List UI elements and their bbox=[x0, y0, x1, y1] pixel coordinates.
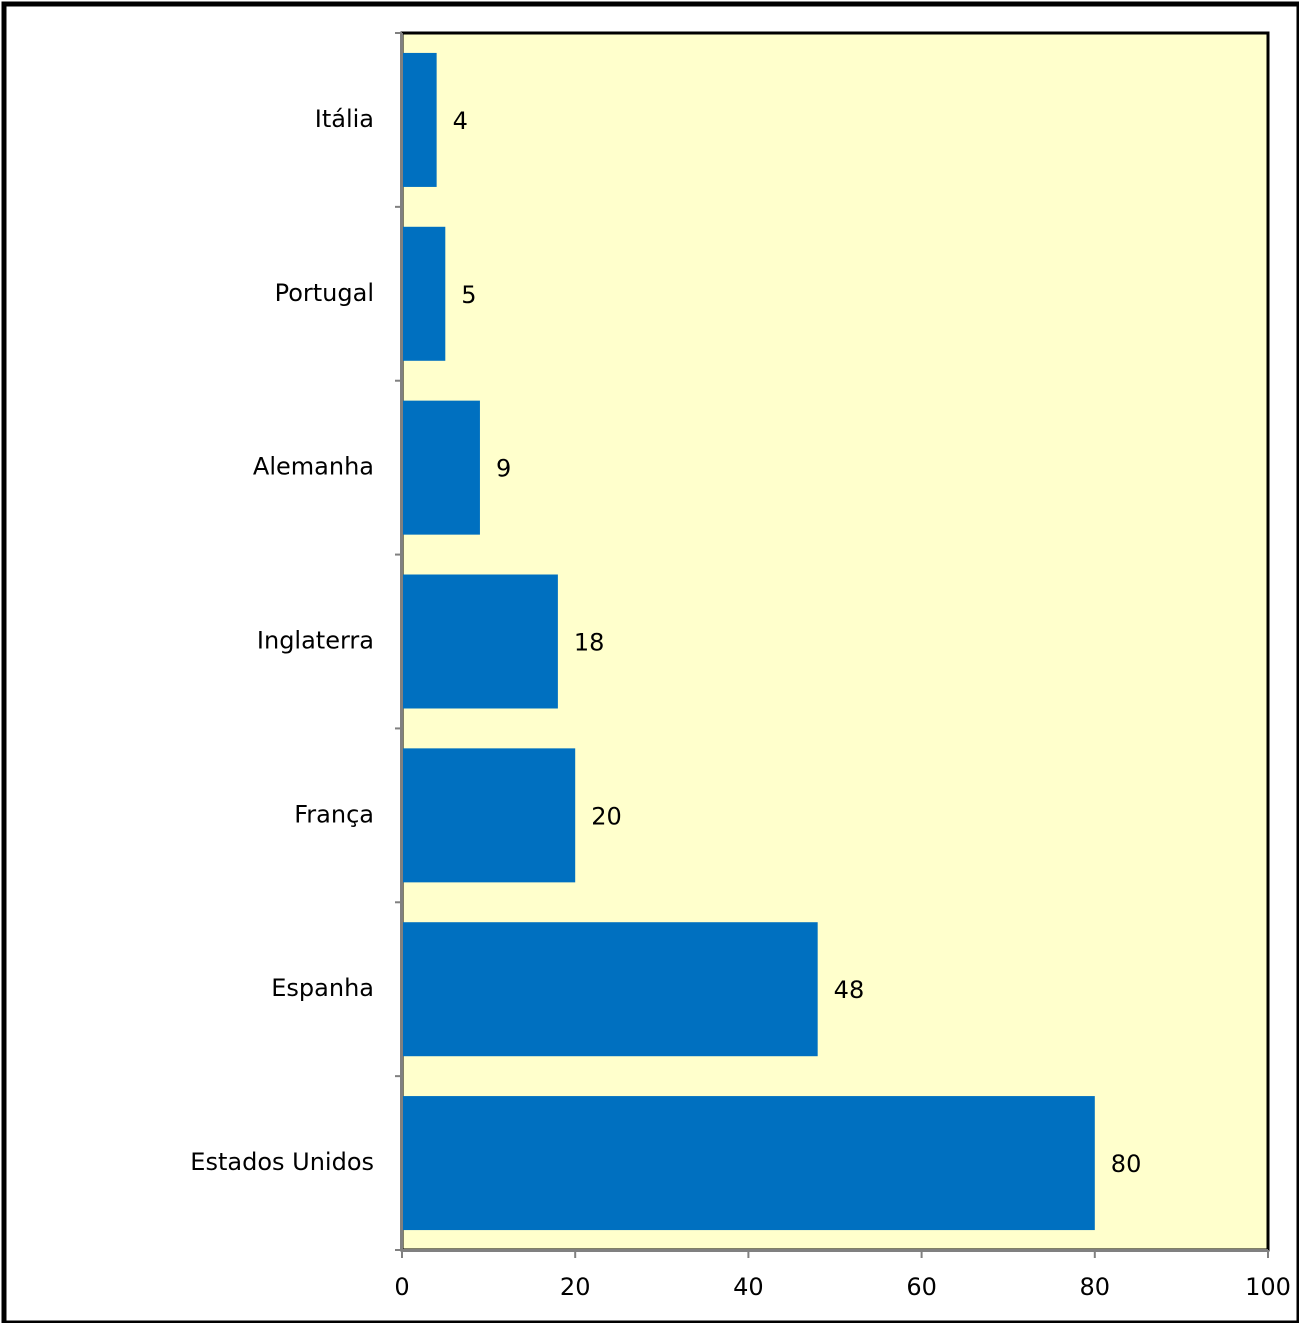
bar-estados-unidos bbox=[403, 1096, 1095, 1231]
y-tick-label: Portugal bbox=[275, 279, 374, 307]
bar-espanha bbox=[403, 922, 818, 1057]
y-tick-label: Inglaterra bbox=[257, 627, 374, 655]
y-tick-label: Alemanha bbox=[253, 453, 374, 481]
data-labels-group: 4 5 9 18 20 48 80 bbox=[453, 107, 1142, 1178]
data-label: 80 bbox=[1111, 1150, 1142, 1178]
data-label: 4 bbox=[453, 107, 468, 135]
bar-portugal bbox=[403, 226, 446, 361]
bar-inglaterra bbox=[403, 574, 558, 709]
x-tick-label: 60 bbox=[906, 1273, 937, 1301]
bar-alemanha bbox=[403, 400, 480, 535]
bar-itália bbox=[403, 52, 437, 187]
y-tick-label: Espanha bbox=[271, 974, 374, 1002]
bar-frança bbox=[403, 748, 576, 883]
x-tick-label: 80 bbox=[1080, 1273, 1111, 1301]
data-label: 9 bbox=[496, 455, 511, 483]
y-tick-label: Estados Unidos bbox=[190, 1148, 374, 1176]
x-tick-label: 0 bbox=[394, 1273, 409, 1301]
x-tick-label: 100 bbox=[1245, 1273, 1291, 1301]
y-axis: Itália Portugal Alemanha Inglaterra França Es… bbox=[190, 32, 403, 1251]
x-tick-label: 40 bbox=[733, 1273, 764, 1301]
x-tick-label: 20 bbox=[560, 1273, 591, 1301]
data-label: 20 bbox=[591, 802, 622, 830]
data-label: 18 bbox=[574, 629, 605, 657]
data-label: 5 bbox=[461, 281, 476, 309]
bars-group bbox=[403, 52, 1095, 1231]
data-label: 48 bbox=[834, 976, 865, 1004]
x-axis: 0 20 40 60 80 100 bbox=[394, 1249, 1291, 1301]
y-tick-label: França bbox=[294, 800, 374, 828]
y-tick-label: Itália bbox=[315, 105, 374, 133]
